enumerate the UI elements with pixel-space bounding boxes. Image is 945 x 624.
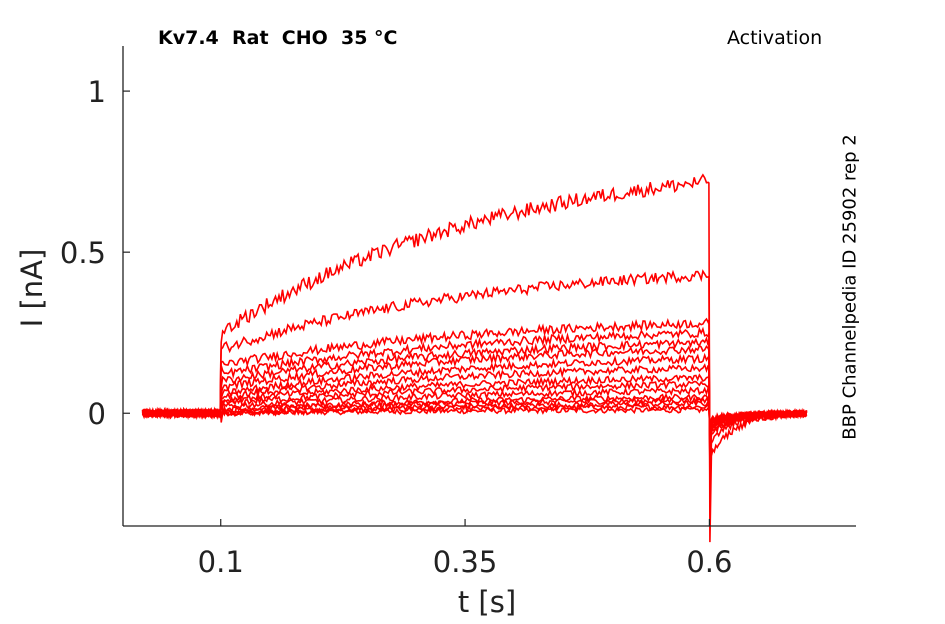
x-tick-label: 0.35 (433, 545, 498, 579)
source-label: BBP Channelpedia ID 25902 rep 2 (839, 134, 861, 440)
axes (122, 46, 856, 527)
current-trace (142, 269, 808, 497)
y-tick-label: 0.5 (60, 236, 106, 270)
protocol-label: Activation (727, 27, 823, 49)
x-tick-label: 0.1 (198, 545, 244, 579)
x-axis-label: t [s] (457, 585, 517, 619)
x-tick-label: 0.6 (686, 545, 732, 579)
y-tick-label: 1 (88, 75, 106, 109)
current-traces (141, 173, 808, 543)
ticks: 0.1 0.35 0.6 0 0.5 1 (60, 75, 733, 579)
y-tick-label: 0 (88, 397, 106, 431)
y-axis-label: I [nA] (15, 248, 49, 328)
chart-title: Kv7.4 Rat CHO 35 °C (158, 27, 398, 49)
current-trace (141, 173, 807, 543)
